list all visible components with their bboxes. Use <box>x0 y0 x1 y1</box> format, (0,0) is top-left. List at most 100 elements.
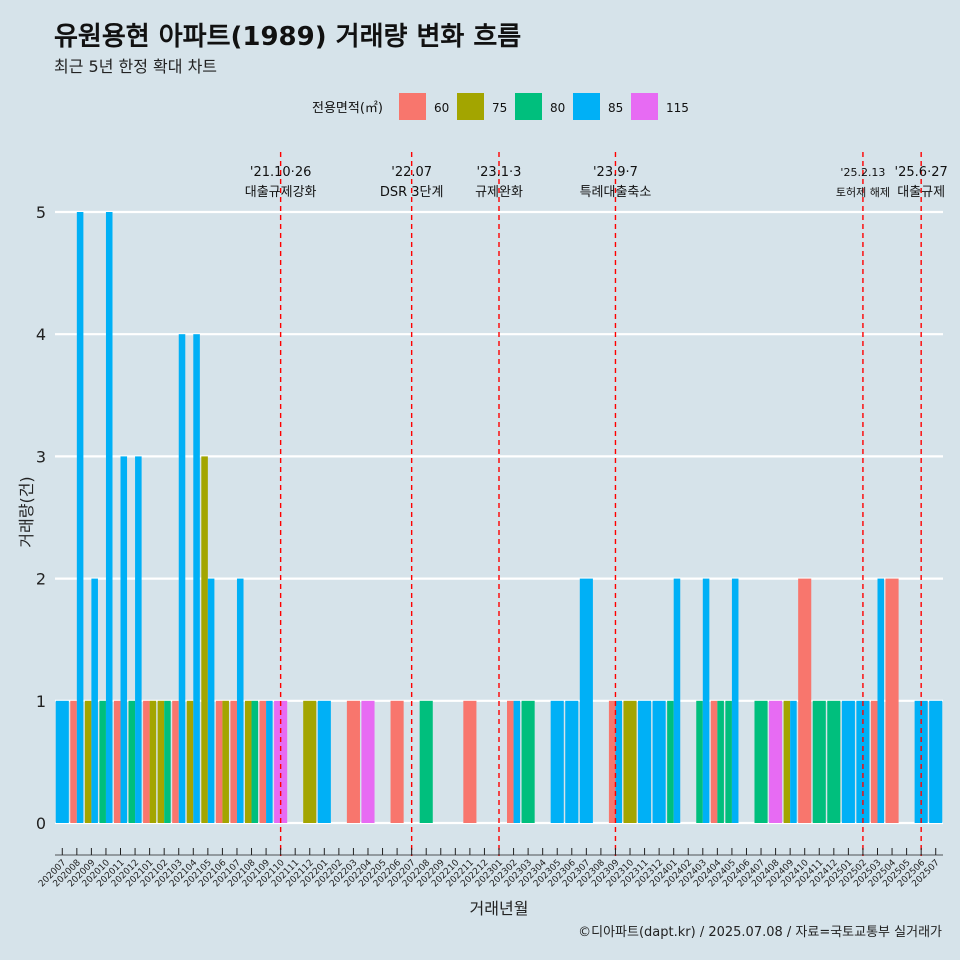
y-tick-label: 4 <box>36 325 46 344</box>
bar-202109-60 <box>259 700 267 823</box>
event-date-label: '23.1·3 <box>477 165 522 180</box>
bar-202107-60 <box>230 700 237 823</box>
bar-202106-75 <box>222 700 229 823</box>
bar-202105-75 <box>201 456 208 823</box>
event-text-label: 대출규제 <box>897 185 945 200</box>
bar-202507-85 <box>929 700 943 823</box>
bar-202401-80 <box>667 700 674 823</box>
bar-202502-85 <box>856 700 870 823</box>
legend-swatch-80 <box>515 93 542 120</box>
bar-202204-115 <box>361 700 375 823</box>
bar-202009-75 <box>84 700 92 823</box>
bar-202503-60 <box>870 700 878 823</box>
bar-202009-85 <box>91 578 98 823</box>
bar-202203-60 <box>346 700 360 823</box>
bar-202504-60 <box>885 578 899 823</box>
legend-label: 60 <box>434 101 449 115</box>
bar-202310-75 <box>623 700 637 823</box>
bar-202201-85 <box>317 700 331 823</box>
bar-202108-80 <box>251 700 259 823</box>
bar-202010-85 <box>105 212 113 823</box>
bar-202407-80 <box>754 700 768 823</box>
event-date-label: '23.9·7 <box>593 165 638 180</box>
bar-202104-85 <box>193 334 200 823</box>
legend-label: 80 <box>550 101 565 115</box>
y-axis-title: 거래량(건) <box>17 476 36 547</box>
event-date-label: '25.6·27 <box>895 165 948 180</box>
bar-202404-80 <box>717 700 724 823</box>
event-text-label: 특례대출축소 <box>580 185 652 200</box>
bar-202305-85 <box>550 700 564 823</box>
bar-202401-85 <box>673 578 681 823</box>
legend-label: 75 <box>492 101 507 115</box>
bar-202010-80 <box>99 700 106 823</box>
bar-202503-85 <box>877 578 885 823</box>
event-text-label: 대출규제강화 <box>245 185 317 200</box>
bar-202101-60 <box>143 700 150 823</box>
bar-202501-85 <box>841 700 855 823</box>
bar-202506-85 <box>914 700 928 823</box>
bar-202410-60 <box>798 578 812 823</box>
legend-label: 115 <box>666 101 689 115</box>
page-subtitle: 최근 5년 한정 확대 차트 <box>54 57 218 76</box>
bar-202404-60 <box>710 700 718 823</box>
bar-202206-60 <box>390 700 404 823</box>
bar-202011-60 <box>113 700 121 823</box>
bar-202110-115 <box>274 700 288 823</box>
bar-202411-80 <box>812 700 826 823</box>
bar-202409-75 <box>783 700 791 823</box>
bar-202103-85 <box>178 334 186 823</box>
bar-202008-60 <box>70 700 77 823</box>
bar-202309-60 <box>608 700 616 823</box>
event-text-label: 토허제 해제 <box>836 185 890 199</box>
bar-202311-85 <box>638 700 652 823</box>
bar-202309-85 <box>615 700 623 823</box>
event-date-label: '22.07 <box>391 165 432 180</box>
bar-202302-60 <box>507 700 514 823</box>
bar-202103-60 <box>172 700 179 823</box>
event-date-label: '25.2.13 <box>840 166 885 179</box>
y-tick-label: 3 <box>36 447 46 466</box>
bar-202112-75 <box>303 700 317 823</box>
bar-202409-85 <box>790 700 797 823</box>
bar-202012-80 <box>128 700 136 823</box>
y-tick-label: 5 <box>36 203 46 222</box>
event-text-label: 규제완화 <box>475 185 523 200</box>
bar-202102-75 <box>157 700 165 823</box>
bar-202211-60 <box>463 700 477 823</box>
x-axis-title: 거래년월 <box>470 899 529 918</box>
bar-202104-75 <box>186 700 194 823</box>
bar-202107-85 <box>236 578 244 823</box>
bar-202008-85 <box>76 212 84 823</box>
page-title: 유원용현 아파트(1989) 거래량 변화 흐름 <box>54 22 522 52</box>
bar-202405-80 <box>725 700 732 823</box>
y-tick-label: 2 <box>36 570 46 589</box>
legend-swatch-85 <box>573 93 600 120</box>
bar-202412-80 <box>827 700 841 823</box>
y-tick-label: 0 <box>36 814 46 833</box>
bar-202403-80 <box>696 700 703 823</box>
bar-202106-60 <box>215 700 223 823</box>
bar-202102-80 <box>164 700 171 823</box>
y-tick-label: 1 <box>36 692 46 711</box>
bar-202109-85 <box>266 700 273 823</box>
bar-202208-80 <box>419 700 433 823</box>
bar-202403-85 <box>702 578 710 823</box>
legend-label: 85 <box>608 101 623 115</box>
bar-202007-85 <box>55 700 69 823</box>
legend-swatch-75 <box>457 93 484 120</box>
source-caption: ©디아파트(dapt.kr) / 2025.07.08 / 자료=국토교통부 실… <box>578 925 942 940</box>
bar-202108-75 <box>244 700 252 823</box>
bar-202303-80 <box>521 700 535 823</box>
event-text-label: DSR 3단계 <box>380 185 444 200</box>
bar-202011-85 <box>120 456 128 823</box>
event-date-label: '21.10·26 <box>250 165 311 180</box>
bar-202306-85 <box>565 700 579 823</box>
bar-202307-85 <box>579 578 593 823</box>
bar-202312-85 <box>652 700 666 823</box>
bar-202405-85 <box>731 578 739 823</box>
bar-202105-85 <box>207 578 215 823</box>
bar-202302-85 <box>513 700 521 823</box>
legend-swatch-115 <box>631 93 658 120</box>
